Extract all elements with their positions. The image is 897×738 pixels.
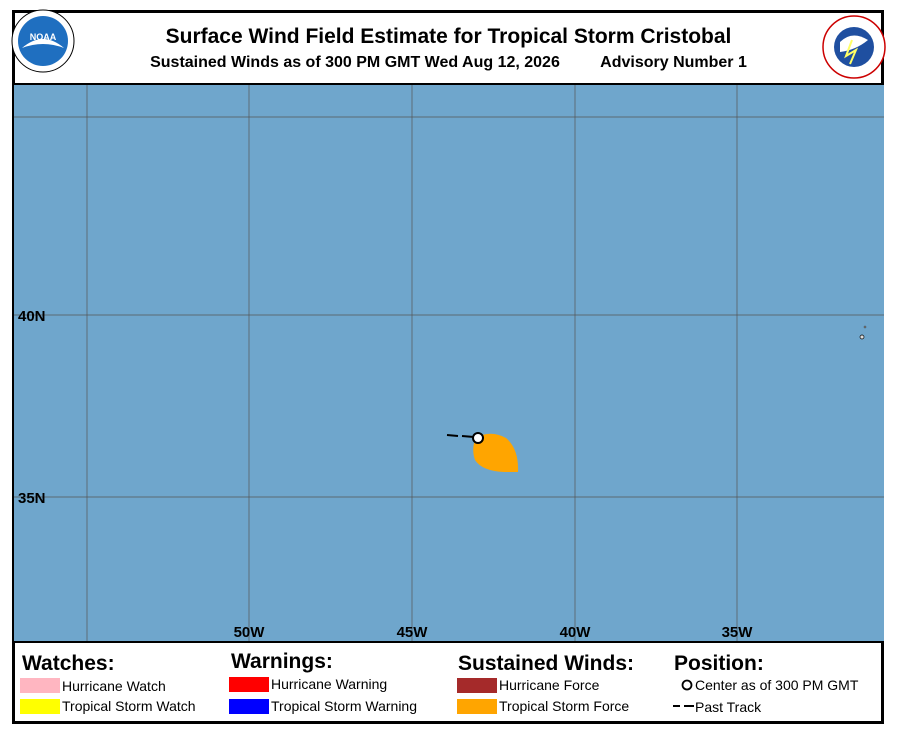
noaa-logo: NOAA [11, 9, 75, 73]
svg-text:NOAA: NOAA [30, 32, 57, 42]
hurricane-watch-swatch [20, 678, 60, 693]
tropical-storm-warning-swatch [229, 699, 269, 714]
hurricane-force-swatch [457, 678, 497, 693]
subtitle-advisory: Advisory Number 1 [600, 54, 747, 71]
past-track [461, 435, 475, 438]
island-marker [863, 325, 867, 329]
storm-center-marker[interactable] [472, 432, 484, 444]
island-marker [859, 334, 865, 340]
nws-logo [822, 15, 886, 79]
watches-heading: Watches: [22, 652, 115, 675]
center-position-label: Center as of 300 PM GMT [695, 677, 859, 693]
position-heading: Position: [674, 652, 764, 675]
map-grid [14, 85, 884, 641]
past-track [446, 434, 459, 437]
subtitle-time: Sustained Winds as of 300 PM GMT Wed Aug… [150, 54, 560, 71]
lat-label-40n: 40N [18, 308, 46, 325]
tropical-storm-warning-label: Tropical Storm Warning [271, 698, 418, 714]
lon-label-35w: 35W [722, 624, 754, 641]
tropical-storm-force-label: Tropical Storm Force [499, 698, 630, 714]
map-title: Surface Wind Field Estimate for Tropical… [165, 25, 732, 48]
lat-label-35n: 35N [18, 490, 46, 507]
hurricane-warning-swatch [229, 677, 269, 692]
warnings-heading: Warnings: [231, 650, 333, 673]
map-area[interactable]: 50W 45W 40W 35W 40N 35N [14, 83, 884, 643]
tropical-storm-watch-label: Tropical Storm Watch [62, 698, 196, 714]
map-subtitle: Sustained Winds as of 300 PM GMT Wed Aug… [0, 54, 897, 72]
tropical-storm-watch-swatch [20, 699, 60, 714]
lon-label-45w: 45W [397, 624, 429, 641]
hurricane-warning-label: Hurricane Warning [271, 676, 388, 692]
tropical-storm-force-swatch [457, 699, 497, 714]
sustained-winds-heading: Sustained Winds: [458, 652, 634, 675]
lon-label-50w: 50W [234, 624, 266, 641]
tropical-storm-wind-field[interactable] [473, 433, 519, 472]
hurricane-watch-label: Hurricane Watch [62, 678, 166, 694]
past-track-label: Past Track [695, 699, 762, 715]
lon-label-40w: 40W [560, 624, 592, 641]
hurricane-force-label: Hurricane Force [499, 677, 600, 693]
